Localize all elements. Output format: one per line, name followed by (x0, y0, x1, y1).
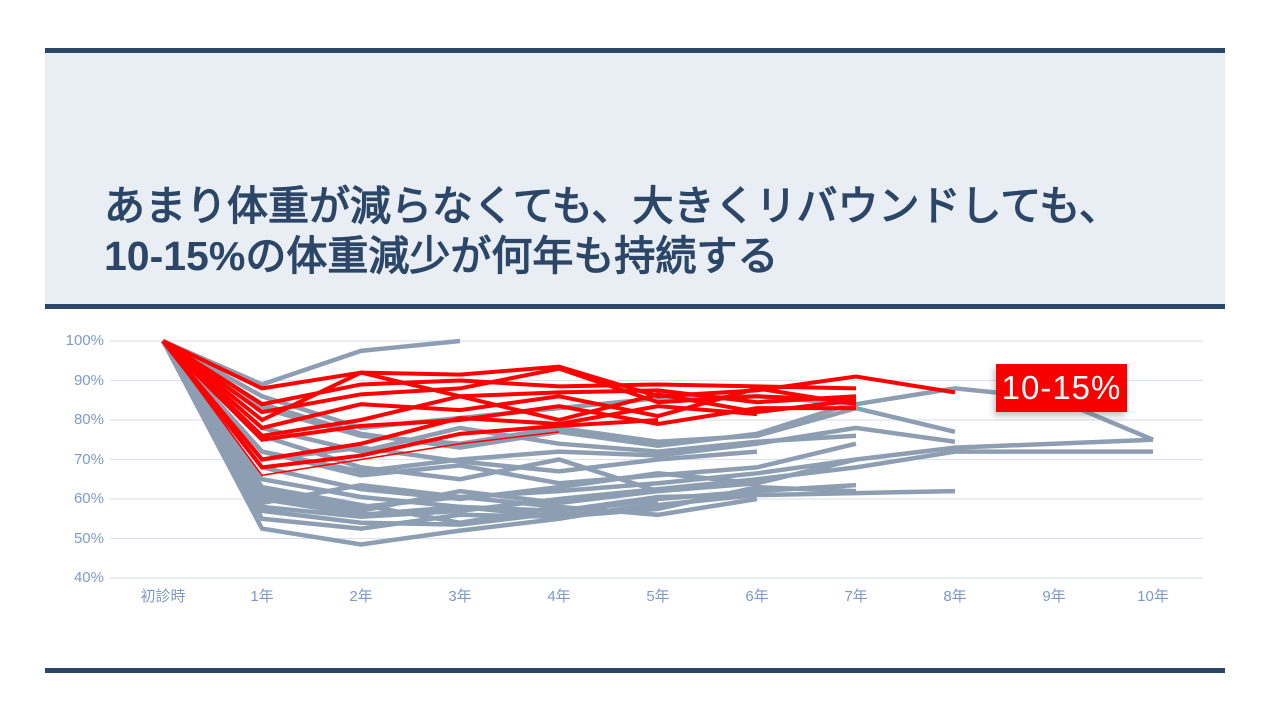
header-top-rule (45, 48, 1225, 53)
y-axis-tick-label: 90% (73, 371, 104, 389)
x-axis-tick-label: 7年 (844, 588, 868, 605)
x-axis-tick-label: 1年 (250, 588, 274, 605)
slide-title-line1: あまり体重が減らなくても、大きくリバウンドしても、 (104, 183, 1120, 229)
y-axis-tick-label: 80% (73, 411, 104, 428)
patient-trajectory-line (161, 339, 758, 525)
title-header-block: あまり体重が減らなくても、大きくリバウンドしても、 10-15%の体重減少が何年… (45, 53, 1225, 304)
y-axis-tick-label: 100% (65, 332, 104, 349)
patient-trajectory-line (161, 339, 857, 415)
highlight-label-10-15: 10-15% (996, 364, 1127, 412)
x-axis-tick-label: 6年 (745, 588, 769, 605)
x-axis-tick-label: 10年 (1137, 588, 1169, 605)
x-axis-tick-label: 3年 (448, 588, 472, 605)
slide-title: あまり体重が減らなくても、大きくリバウンドしても、 10-15%の体重減少が何年… (104, 181, 1224, 281)
patient-trajectory-line (161, 339, 758, 462)
y-axis-tick-label: 50% (73, 529, 104, 547)
y-axis-tick-label: 60% (73, 490, 104, 507)
x-axis-tick-label: 9年 (1042, 588, 1066, 605)
patient-trajectory-line (162, 340, 560, 477)
x-axis-tick-label: 8年 (943, 588, 967, 605)
patient-trajectory-line (161, 339, 857, 502)
patient-trajectory-line (161, 339, 560, 510)
x-axis-tick-label: 初診時 (140, 588, 186, 605)
patient-trajectory-line (161, 339, 857, 527)
patient-trajectory-line (161, 339, 1154, 510)
patient-trajectory-line (161, 339, 857, 407)
patient-trajectory-line (161, 339, 758, 531)
x-axis-tick-label: 2年 (349, 588, 373, 605)
patient-trajectory-line (161, 339, 659, 470)
slide-bottom-rule (45, 668, 1225, 673)
patient-trajectory-line (161, 339, 857, 423)
header-bottom-rule (45, 304, 1225, 309)
patient-trajectory-line (161, 339, 857, 431)
slide-title-line2: 10-15%の体重減少が何年も持続する (104, 233, 779, 279)
x-axis-tick-label: 5年 (646, 588, 670, 605)
x-axis-tick-label: 4年 (547, 588, 571, 605)
highlight-label-text: 10-15% (1001, 369, 1122, 406)
y-axis-tick-label: 40% (73, 569, 104, 586)
y-axis-tick-label: 70% (73, 450, 104, 468)
